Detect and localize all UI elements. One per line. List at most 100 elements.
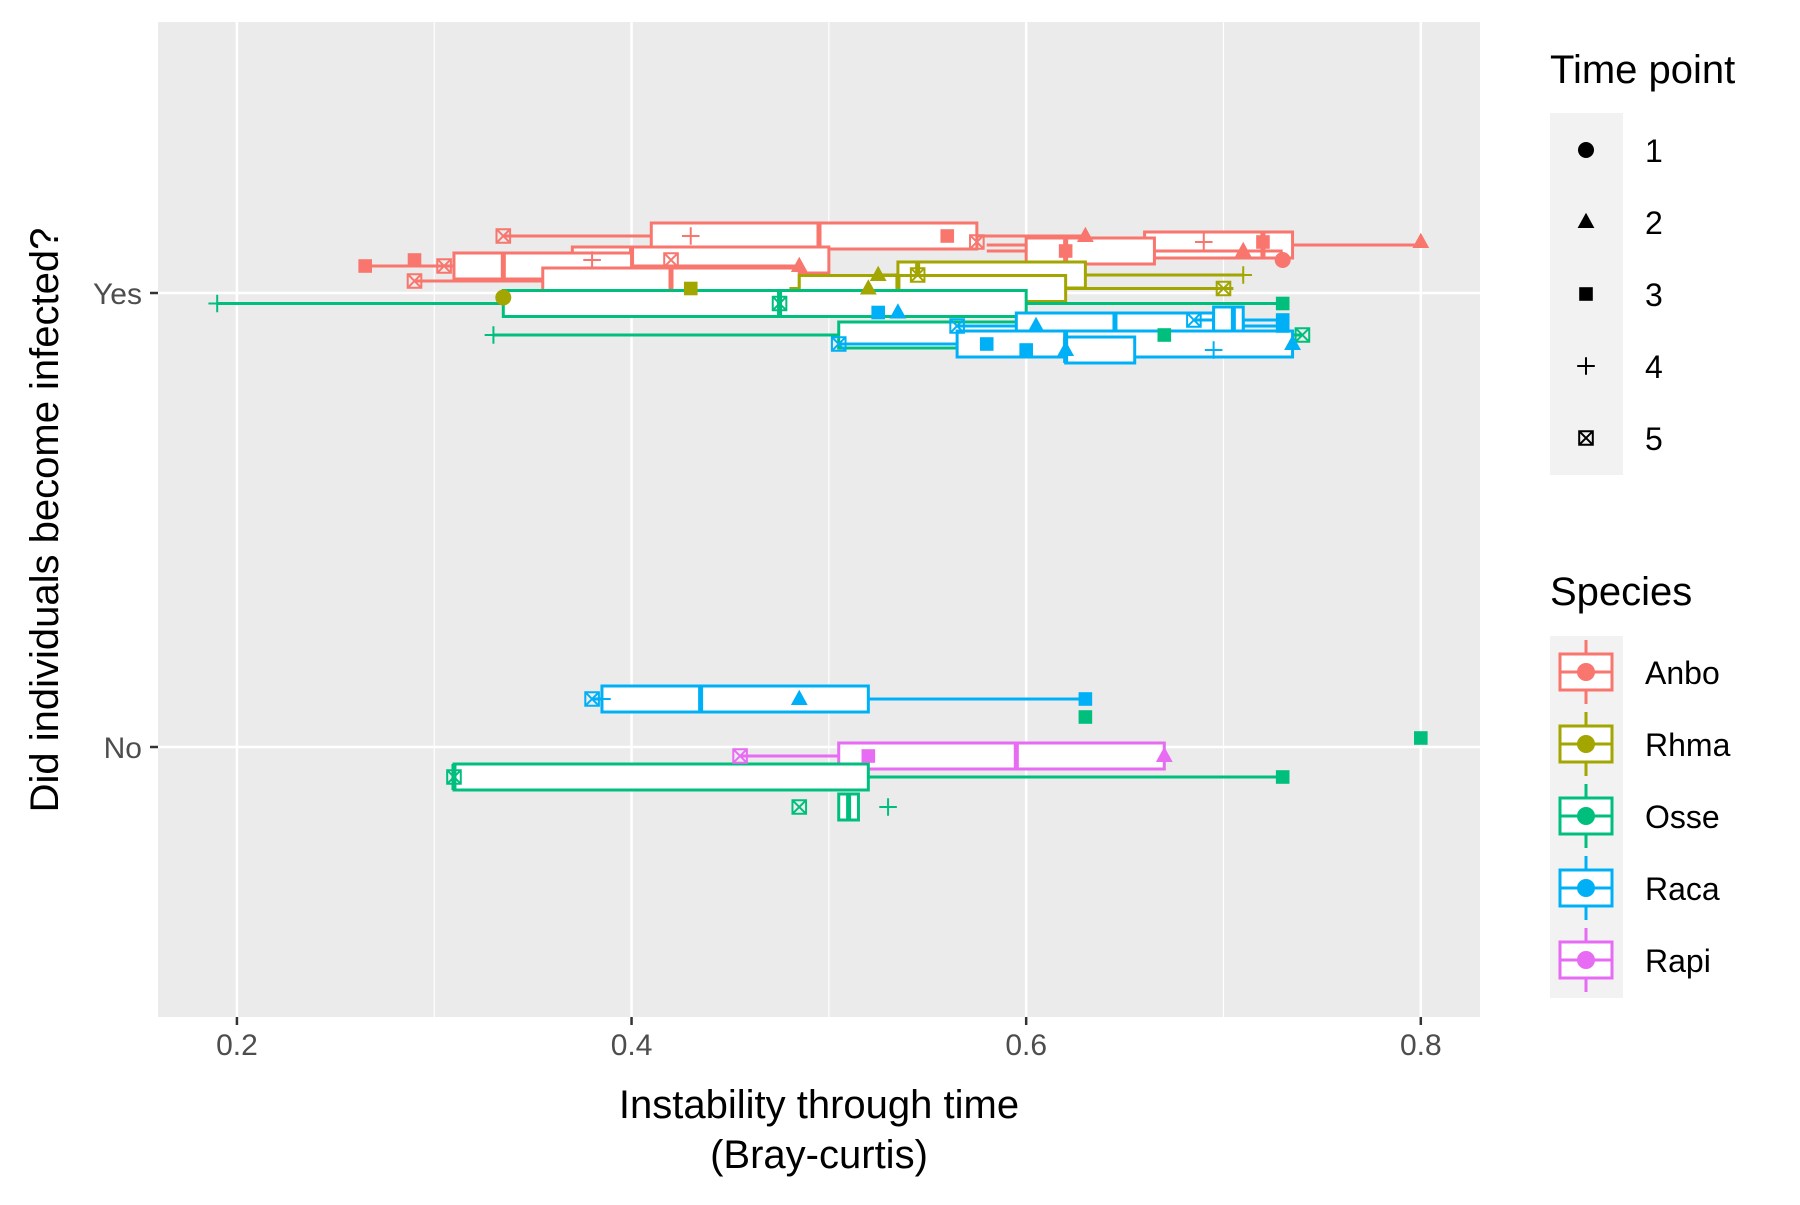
boxplot-raca	[1193, 305, 1283, 335]
boxplot-box	[600, 684, 870, 714]
boxplot-osse	[217, 289, 1283, 318]
x-axis-label-line2: (Bray-curtis)	[710, 1133, 928, 1177]
point-boxx	[436, 258, 452, 274]
point-boxx	[949, 318, 965, 334]
grid-major-lines	[158, 22, 1480, 1017]
point-triangle	[1412, 232, 1430, 248]
point-plus	[593, 690, 611, 708]
point-triangle	[1155, 746, 1173, 762]
legend-time-label: 4	[1645, 349, 1663, 385]
point-circle	[1274, 252, 1291, 268]
boxplot-rapi	[740, 741, 1166, 771]
legend-species-key-rhma	[1558, 712, 1614, 776]
point-plus	[583, 251, 601, 269]
x-tick-label: 0.6	[1005, 1029, 1047, 1062]
grid-minor-lines	[433, 22, 1225, 1017]
legend-species-label: Rhma	[1645, 727, 1731, 763]
point-triangle	[1076, 226, 1094, 242]
y-axis: Yes No	[93, 278, 158, 765]
point-boxx	[446, 769, 462, 785]
x-axis: 0.2 0.4 0.6 0.8	[216, 1017, 1442, 1062]
boxplot-box	[1064, 335, 1137, 365]
legend-species-key-raca	[1558, 856, 1614, 920]
point-triangle	[1027, 316, 1045, 332]
boxplot-box	[649, 221, 979, 251]
point-boxx	[732, 748, 748, 764]
point-triangle	[1284, 334, 1301, 350]
point-square	[871, 305, 885, 320]
point-boxx	[663, 252, 679, 268]
point-square	[1275, 319, 1290, 333]
legend-species-label: Anbo	[1645, 655, 1720, 691]
point-boxx	[1215, 280, 1232, 297]
point-circle	[495, 289, 512, 306]
point-plus	[1234, 266, 1253, 284]
point-triangle	[859, 279, 877, 295]
boxplot-box	[501, 289, 1028, 318]
legend-species-key-anbo	[1558, 640, 1614, 704]
legend-key-point	[1577, 663, 1595, 681]
point-square	[358, 259, 372, 273]
point-plus	[1194, 233, 1213, 251]
legend-time-label: 1	[1645, 133, 1663, 169]
point-plus	[879, 798, 897, 816]
point-triangle	[1577, 212, 1595, 228]
point-plus	[681, 227, 700, 245]
point-square	[1157, 328, 1172, 342]
x-tick-label: 0.4	[611, 1029, 653, 1062]
y-tick-label: No	[104, 732, 142, 765]
point-square	[1058, 244, 1073, 258]
boxplot-box	[452, 762, 870, 792]
boxplot-box	[837, 741, 1166, 771]
legend-species-key-rapi	[1558, 928, 1614, 992]
legend-time-point: Time point 1 2 3 4 5	[1550, 48, 1735, 475]
legend-time-label: 3	[1645, 277, 1663, 313]
legend-species-title: Species	[1550, 570, 1692, 614]
point-square	[1275, 296, 1290, 311]
point-boxx	[406, 273, 423, 289]
point-square	[683, 281, 698, 296]
legend-time-label: 5	[1645, 421, 1663, 457]
legend-species-label: Rapi	[1645, 943, 1711, 979]
point-square	[940, 229, 955, 243]
point-plus	[1204, 341, 1223, 359]
point-square	[1414, 731, 1428, 745]
point-triangle	[790, 689, 808, 705]
y-axis-label: Did individuals become infected?	[23, 228, 67, 813]
point-square	[407, 253, 422, 267]
point-boxx	[1294, 327, 1311, 343]
point-boxx	[771, 295, 788, 312]
x-tick-label: 0.8	[1400, 1029, 1442, 1062]
point-square	[1078, 692, 1093, 706]
point-triangle	[790, 256, 808, 272]
point-square	[1019, 343, 1033, 357]
point-square	[861, 749, 876, 763]
legend-species-key-osse	[1558, 784, 1614, 848]
point-triangle	[1234, 241, 1252, 257]
legend-time-title: Time point	[1550, 48, 1735, 92]
point-circle	[1578, 142, 1594, 158]
legend-time-label: 2	[1645, 205, 1663, 241]
point-square	[1579, 287, 1593, 301]
point-triangle	[1057, 340, 1075, 356]
point-plus	[484, 326, 503, 344]
point-triangle	[869, 265, 887, 281]
boxplot-raca	[1063, 335, 1137, 365]
boxplot-anbo	[503, 221, 1086, 251]
legend-species: Species Anbo Rhma Osse Raca Rapi	[1550, 570, 1731, 998]
point-plus	[1577, 357, 1595, 375]
point-plus	[208, 294, 226, 313]
x-tick-label: 0.2	[216, 1029, 258, 1062]
boxplot-box	[1212, 305, 1245, 335]
y-tick-label: Yes	[93, 278, 142, 311]
point-square	[1078, 710, 1093, 724]
point-triangle	[889, 303, 907, 319]
legend-key-point	[1577, 879, 1595, 897]
boxplot-box	[1143, 230, 1295, 260]
point-boxx	[584, 691, 600, 707]
point-boxx	[495, 228, 512, 244]
point-boxx	[1186, 312, 1202, 328]
x-axis-label-line1: Instability through time	[619, 1083, 1019, 1127]
